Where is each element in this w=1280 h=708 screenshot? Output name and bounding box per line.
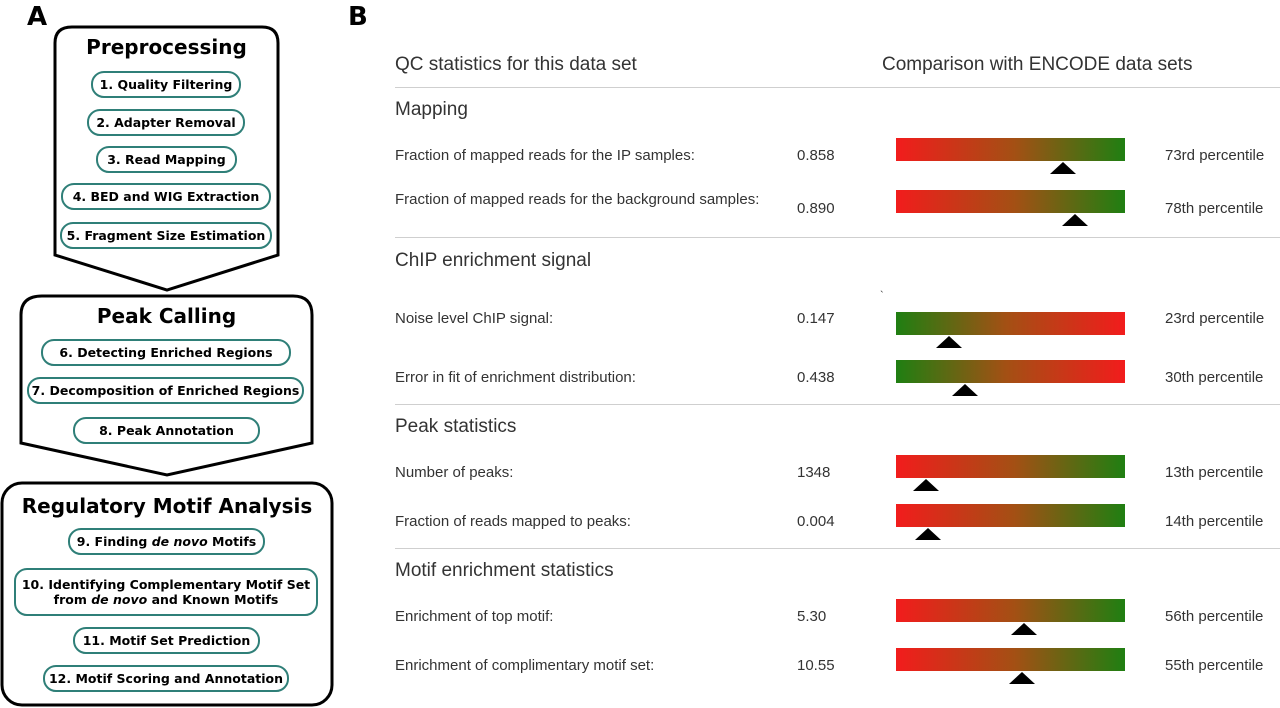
step-complementary-motif-set: 10. Identifying Complementary Motif Set … — [14, 568, 318, 616]
row-value-mapped-ip: 0.858 — [797, 147, 835, 164]
row-value-noise-level: 0.147 — [797, 310, 835, 327]
stage-title-preprocessing: Preprocessing — [86, 35, 247, 59]
percentile-bar-fit-error — [896, 360, 1125, 383]
percentile-bar-reads-in-peaks — [896, 504, 1125, 527]
percentile-marker-reads-in-peaks — [915, 528, 942, 540]
row-label-reads-in-peaks: Fraction of reads mapped to peaks: — [395, 513, 631, 530]
row-percentile-fit-error: 30th percentile — [1165, 369, 1264, 386]
pipeline-panel: A Preprocessing 1. Quality Filtering 2. … — [0, 0, 345, 708]
step-motif-scoring-annotation: 12. Motif Scoring and Annotation — [43, 665, 289, 692]
row-value-complimentary-motif-set: 10.55 — [797, 657, 835, 674]
step-detecting-enriched-regions: 6. Detecting Enriched Regions — [41, 339, 291, 366]
step-bed-wig-extraction: 4. BED and WIG Extraction — [61, 183, 271, 210]
percentile-bar-complimentary-motif-set — [896, 648, 1125, 671]
qc-statistics-panel: B QC statistics for this data set Compar… — [345, 0, 1280, 708]
row-percentile-mapped-ip: 73rd percentile — [1165, 147, 1265, 164]
section-divider-chip — [395, 404, 1280, 405]
row-label-fit-error: Error in fit of enrichment distribution: — [395, 369, 636, 386]
row-label-mapped-background: Fraction of mapped reads for the backgro… — [395, 191, 760, 208]
row-label-complimentary-motif-set: Enrichment of complimentary motif set: — [395, 657, 655, 674]
row-label-number-of-peaks: Number of peaks: — [395, 464, 514, 481]
header-divider — [395, 87, 1280, 88]
panel-label-b: B — [348, 2, 368, 32]
row-value-fit-error: 0.438 — [797, 369, 835, 386]
stage-title-motif-analysis: Regulatory Motif Analysis — [21, 494, 313, 518]
percentile-bar-mapped-ip — [896, 138, 1125, 161]
percentile-bar-top-motif — [896, 599, 1125, 622]
step-decomposition-enriched-regions: 7. Decomposition of Enriched Regions — [27, 377, 304, 404]
stray-tick-mark: ` — [880, 290, 884, 302]
row-percentile-mapped-background: 78th percentile — [1165, 200, 1264, 217]
row-percentile-number-of-peaks: 13th percentile — [1165, 464, 1264, 481]
row-percentile-reads-in-peaks: 14th percentile — [1165, 513, 1264, 530]
row-percentile-noise-level: 23rd percentile — [1165, 310, 1265, 327]
percentile-marker-mapped-ip — [1050, 162, 1077, 174]
row-value-reads-in-peaks: 0.004 — [797, 513, 835, 530]
row-value-top-motif: 5.30 — [797, 608, 827, 625]
percentile-marker-top-motif — [1011, 623, 1038, 635]
percentile-marker-noise-level — [935, 336, 962, 348]
row-value-number-of-peaks: 1348 — [797, 464, 831, 481]
percentile-marker-fit-error — [951, 384, 978, 396]
section-divider-peaks — [395, 548, 1280, 549]
stage-title-peak-calling: Peak Calling — [96, 304, 237, 328]
percentile-marker-complimentary-motif-set — [1008, 672, 1035, 684]
header-qc-statistics: QC statistics for this data set — [395, 54, 637, 75]
step-motif-set-prediction: 11. Motif Set Prediction — [73, 627, 260, 654]
percentile-bar-mapped-background — [896, 190, 1125, 213]
percentile-marker-number-of-peaks — [912, 479, 939, 491]
section-title-mapping: Mapping — [395, 99, 468, 120]
step-peak-annotation: 8. Peak Annotation — [73, 417, 260, 444]
panel-label-a: A — [27, 2, 48, 32]
row-label-noise-level: Noise level ChIP signal: — [395, 310, 554, 327]
step-fragment-size-estimation: 5. Fragment Size Estimation — [60, 222, 272, 249]
step-read-mapping: 3. Read Mapping — [96, 146, 237, 173]
section-title-chip-enrichment: ChIP enrichment signal — [395, 250, 592, 271]
row-percentile-top-motif: 56th percentile — [1165, 608, 1264, 625]
step-quality-filtering: 1. Quality Filtering — [91, 71, 241, 98]
percentile-bar-number-of-peaks — [896, 455, 1125, 478]
step-finding-de-novo-motifs: 9. Finding de novo Motifs — [68, 528, 265, 555]
step-adapter-removal: 2. Adapter Removal — [87, 109, 245, 136]
row-label-mapped-ip: Fraction of mapped reads for the IP samp… — [395, 147, 695, 164]
percentile-marker-mapped-background — [1061, 214, 1088, 226]
section-title-peak-statistics: Peak statistics — [395, 416, 517, 437]
percentile-bar-noise-level — [896, 312, 1125, 335]
row-label-top-motif: Enrichment of top motif: — [395, 608, 554, 625]
header-encode-comparison: Comparison with ENCODE data sets — [882, 54, 1193, 75]
row-percentile-complimentary-motif-set: 55th percentile — [1165, 657, 1264, 674]
section-title-motif-enrichment: Motif enrichment statistics — [395, 560, 614, 581]
row-value-mapped-background: 0.890 — [797, 200, 835, 217]
section-divider-mapping — [395, 237, 1280, 238]
